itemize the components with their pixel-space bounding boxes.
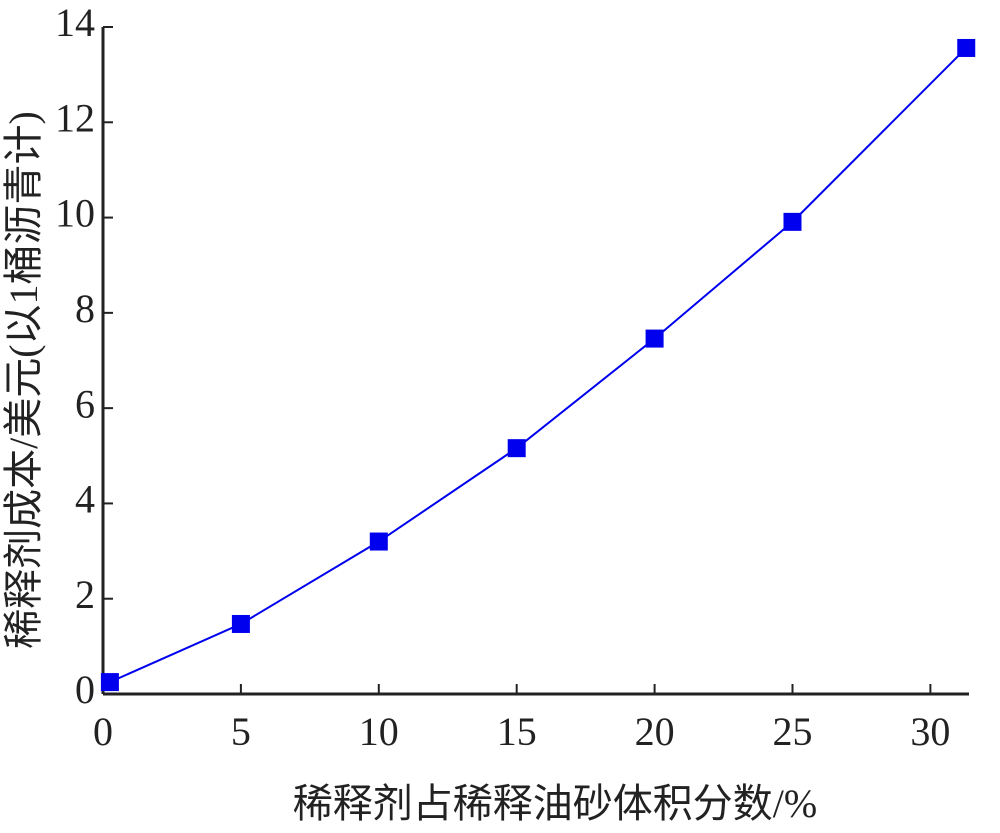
y-tick-label: 4 (75, 477, 95, 522)
data-point (369, 532, 388, 551)
x-tick-label: 25 (772, 709, 812, 754)
x-tick-label: 15 (497, 709, 537, 754)
x-tick-label: 10 (359, 709, 399, 754)
y-tick-label: 2 (75, 572, 95, 617)
y-tick-label: 10 (55, 191, 95, 236)
y-tick-label: 6 (75, 381, 95, 426)
y-tick-label: 8 (75, 286, 95, 331)
x-tick-label: 30 (910, 709, 950, 754)
data-point (507, 439, 526, 458)
data-point (100, 673, 119, 692)
y-tick-label: 12 (55, 95, 95, 140)
data-line (109, 47, 967, 684)
data-point (231, 614, 250, 633)
data-point (783, 212, 802, 231)
x-tick-label: 0 (93, 709, 113, 754)
y-tick-label: 0 (75, 667, 95, 712)
x-axis-title: 稀释剂占稀释油砂体积分数/% (293, 781, 817, 826)
x-tick-label: 20 (635, 709, 675, 754)
data-point (645, 329, 664, 348)
x-tick-label: 5 (231, 709, 251, 754)
y-tick-label: 14 (55, 0, 95, 45)
y-axis-title: 稀释剂成本/美元(以1桶沥青计) (1, 111, 46, 649)
data-point (957, 38, 976, 57)
